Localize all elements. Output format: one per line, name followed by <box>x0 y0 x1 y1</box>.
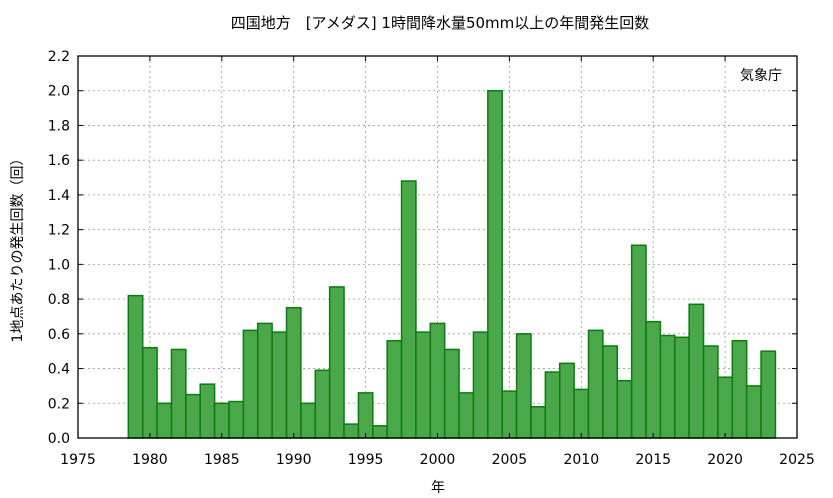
bar-1985 <box>213 402 230 439</box>
bar-2007 <box>530 405 547 439</box>
bar-2010 <box>573 388 590 439</box>
bar-2019 <box>702 345 719 439</box>
bar-1988 <box>257 322 273 439</box>
bar-2015 <box>645 320 662 439</box>
y-tick-label: 0.8 <box>48 292 70 308</box>
y-tick-label: 2.2 <box>48 49 70 65</box>
x-tick-label: 1995 <box>348 452 384 468</box>
bar-1983 <box>185 393 201 439</box>
bar-1986 <box>228 400 245 439</box>
bar-1994 <box>343 423 360 439</box>
y-tick-label: 1.4 <box>48 188 70 204</box>
bar-1989 <box>271 331 288 439</box>
bar-2000 <box>429 322 446 439</box>
x-tick-label: 2020 <box>707 452 743 468</box>
bar-1998 <box>400 180 417 439</box>
x-tick-label: 2000 <box>420 452 456 468</box>
bar-1979 <box>127 294 144 439</box>
bar-2011 <box>587 329 604 439</box>
bar-1990 <box>285 307 302 439</box>
y-tick-label: 1.0 <box>48 257 70 273</box>
y-tick-label: 1.2 <box>48 223 70 239</box>
bar-1997 <box>386 340 403 439</box>
bar-1996 <box>372 425 388 439</box>
bar-1987 <box>242 329 259 439</box>
x-ticks: 1975 1980 1985 1990 1995 2000 2005 2010 2015 2020… <box>60 56 815 468</box>
x-axis-label: 年 <box>431 480 445 496</box>
bar-1981 <box>156 402 173 439</box>
bar-2023 <box>760 350 777 439</box>
bar-2009 <box>558 362 575 439</box>
x-tick-label: 1975 <box>60 452 96 468</box>
x-tick-label: 1990 <box>276 452 312 468</box>
bar-1992 <box>314 369 331 439</box>
bar-2016 <box>659 334 676 439</box>
source-annotation: 気象庁 <box>740 68 782 84</box>
x-tick-label: 2025 <box>779 452 815 468</box>
bar-2008 <box>544 371 561 439</box>
bar-2001 <box>443 348 460 439</box>
x-tick-label: 2015 <box>635 452 671 468</box>
y-ticks: 0.0 0.2 0.4 0.6 0.8 1.0 1.2 1.4 1.6 1.8 2.0 2.2 <box>48 49 797 447</box>
bar-2004 <box>487 89 503 439</box>
y-axis-label: 1地点あたりの発生回数（回） <box>10 152 26 343</box>
bar-2002 <box>458 392 475 439</box>
y-tick-label: 2.0 <box>48 84 70 100</box>
y-tick-label: 1.8 <box>48 118 70 134</box>
bar-2005 <box>501 390 518 439</box>
y-tick-label: 0.4 <box>48 362 70 378</box>
bar-1980 <box>141 346 158 439</box>
y-tick-label: 1.6 <box>48 153 70 169</box>
x-tick-label: 2010 <box>563 452 599 468</box>
bar-2022 <box>745 385 762 439</box>
bar-1982 <box>170 348 187 439</box>
bar-2020 <box>717 376 734 439</box>
y-tick-label: 0.6 <box>48 327 70 343</box>
bar-2017 <box>674 336 690 439</box>
y-tick-label: 0.0 <box>48 431 70 447</box>
bar-2013 <box>616 379 633 439</box>
x-tick-label: 2005 <box>492 452 528 468</box>
bar-1999 <box>415 331 432 439</box>
bar-2003 <box>472 331 489 439</box>
bar-1995 <box>357 392 374 439</box>
x-tick-label: 1980 <box>132 452 168 468</box>
bar-1993 <box>328 286 345 439</box>
chart-title: 四国地方 [アメダス] 1時間降水量50mm以上の年間発生回数 <box>231 14 650 32</box>
x-tick-label: 1985 <box>204 452 240 468</box>
bar-2021 <box>731 340 748 439</box>
bar-2014 <box>630 244 647 439</box>
bar-2012 <box>602 345 618 439</box>
y-tick-label: 0.2 <box>48 396 70 412</box>
bar-1991 <box>300 402 317 439</box>
bar-1984 <box>199 383 216 439</box>
grid <box>78 56 797 438</box>
bar-2018 <box>688 303 705 439</box>
bar-2006 <box>515 333 532 439</box>
